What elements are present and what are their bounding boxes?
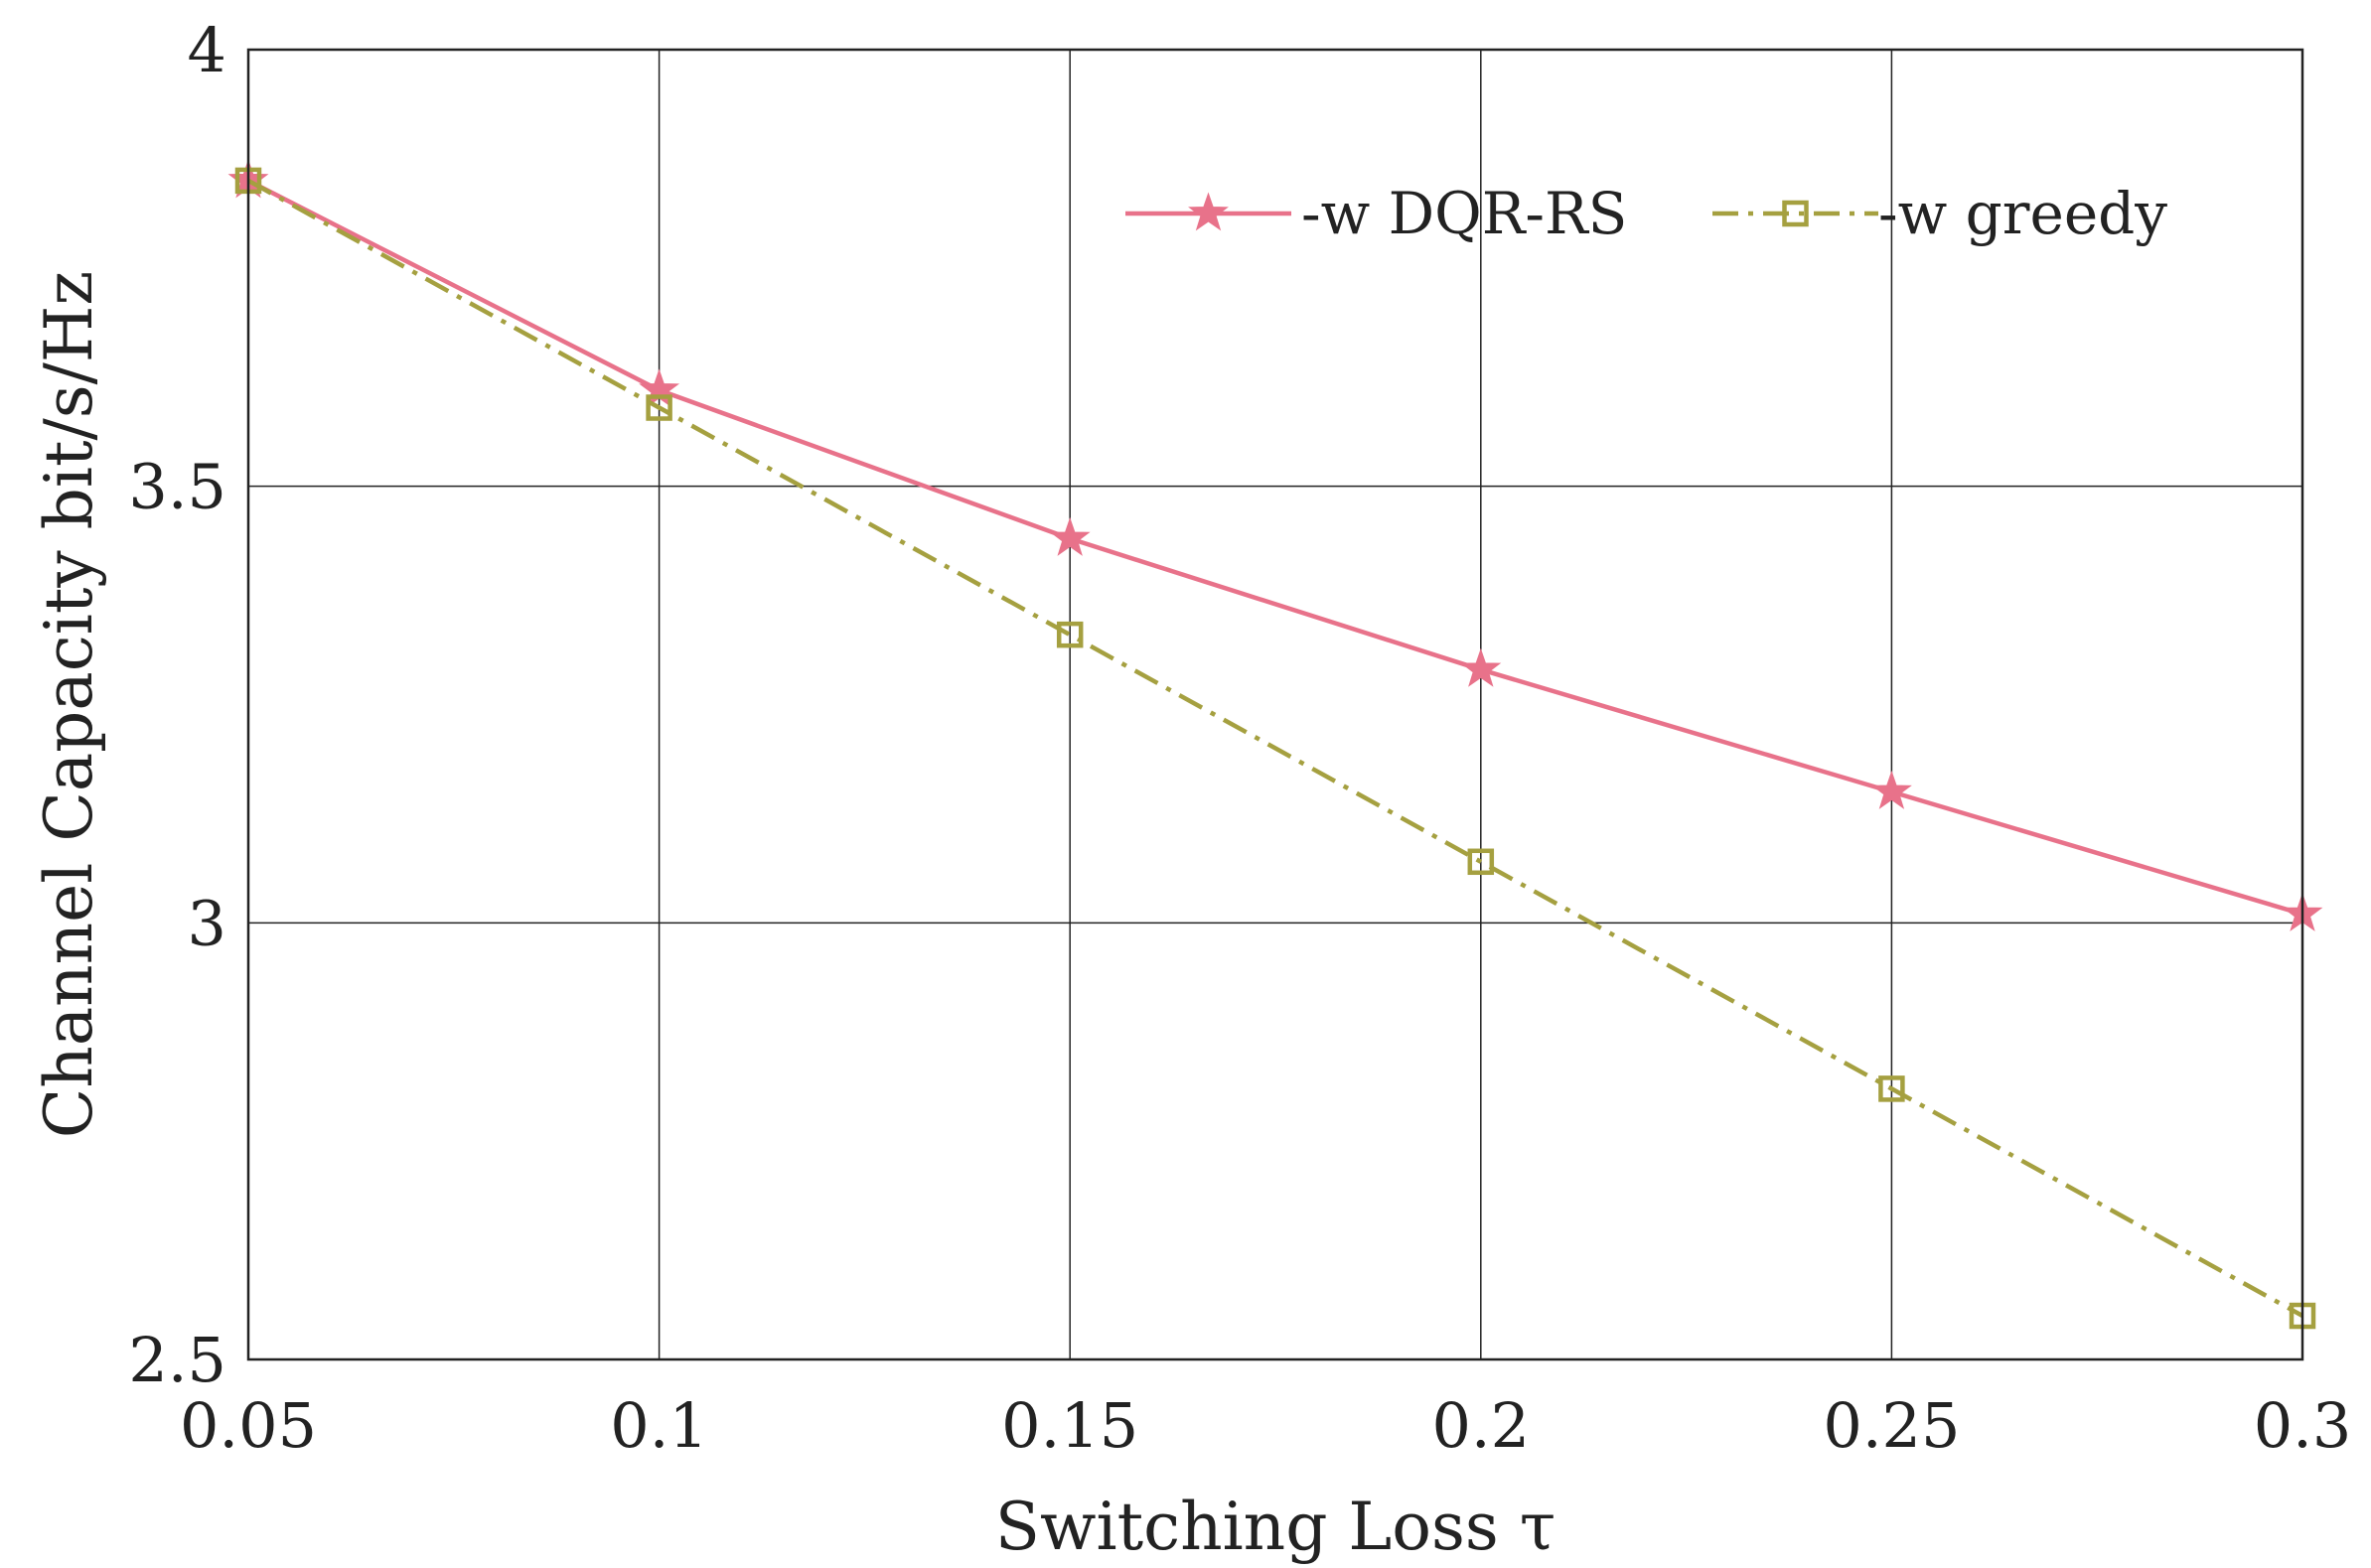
series-layer <box>227 159 2323 1330</box>
legend: -w DQR-RS -w greedy <box>1125 180 2167 247</box>
data-point <box>646 394 672 421</box>
legend-marker <box>1782 200 1809 227</box>
series-dqr-rs <box>227 159 2323 931</box>
data-point <box>1870 770 1912 809</box>
series-line <box>246 178 2304 1318</box>
y-tick-label: 3.5 <box>128 451 226 523</box>
x-tick-label: 0.2 <box>1431 1389 1530 1462</box>
series-line <box>246 178 2303 917</box>
data-point <box>1056 621 1084 648</box>
legend-item: -w DQR-RS <box>1125 180 1627 247</box>
y-tick-label: 3 <box>188 887 226 959</box>
y-tick-labels: 2.5 3 3.5 4 <box>128 14 226 1396</box>
x-tick-label: 0.15 <box>1001 1389 1138 1462</box>
legend-marker <box>1188 192 1229 231</box>
data-point <box>1460 647 1502 687</box>
data-point <box>1049 516 1091 556</box>
legend-label: -w DQR-RS <box>1301 180 1627 247</box>
legend-item: -w greedy <box>1712 180 2167 247</box>
x-tick-labels: 0.05 0.1 0.15 0.2 0.25 0.3 <box>180 1389 2351 1462</box>
y-tick-label: 4 <box>188 14 226 86</box>
data-point <box>1878 1075 1905 1102</box>
x-axis-title: Switching Loss τ <box>995 1489 1556 1565</box>
y-axis-title: Channel Capacity bit/s/Hz <box>31 271 107 1138</box>
y-tick-label: 2.5 <box>128 1324 226 1396</box>
x-tick-label: 0.25 <box>1823 1389 1960 1462</box>
x-tick-label: 0.05 <box>180 1389 317 1462</box>
data-point <box>1467 848 1495 876</box>
x-tick-label: 0.3 <box>2254 1389 2352 1462</box>
x-tick-label: 0.1 <box>610 1389 708 1462</box>
plot-frame <box>246 48 2304 1361</box>
legend-label: -w greedy <box>1878 180 2167 247</box>
